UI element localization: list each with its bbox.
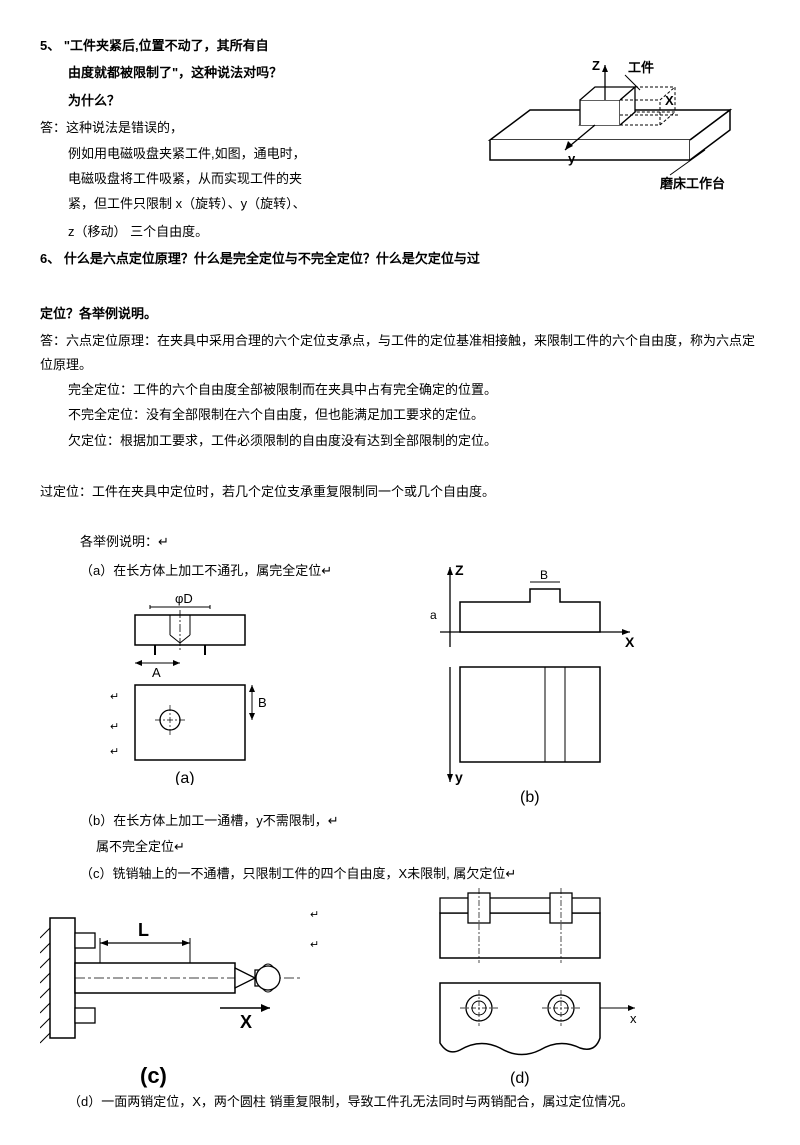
q6-number: 6、 — [40, 251, 60, 266]
fig-a-label: (a) — [175, 770, 195, 785]
q5-answer-line5: z（移动） 三个自由度。 — [40, 220, 760, 243]
q6-examples-header: 各举例说明：↵ — [40, 530, 760, 554]
fig-b-y: y — [455, 769, 463, 785]
q5-answer-line2: 例如用电磁吸盘夹紧工件,如图，通电时， — [40, 142, 460, 165]
q6-fig-row-ab: （a）在长方体上加工不通孔，属完全定位↵ φD A — [40, 557, 760, 807]
svg-text:↵: ↵ — [110, 721, 119, 733]
q5-answer-line1: 答：这种说法是错误的， — [40, 116, 460, 139]
q5-x-label: X — [665, 93, 674, 108]
fig-b-X: X — [625, 634, 635, 650]
q5-answer-line3: 电磁吸盘将工件吸紧，从而实现工件的夹 — [40, 167, 460, 190]
q5-figure: Z X y 工件 磨床工作台 — [460, 30, 760, 200]
svg-text:↵: ↵ — [110, 691, 119, 703]
q6-fig-d-svg: x (d) — [400, 888, 660, 1088]
fig-a-phiD: φD — [175, 591, 193, 606]
q5-part-label: 工件 — [628, 60, 654, 75]
q5-block: 5、 "工件夹紧后,位置不动了，其所有自 由度就都被限制了"，这种说法对吗？ 为… — [40, 30, 760, 218]
q6-answer-line5: 过定位：工件在夹具中定位时，若几个定位支承重复限制同一个或几个自由度。 — [40, 480, 760, 503]
fig-a-A: A — [152, 665, 161, 680]
q6-fig-a-col: （a）在长方体上加工不通孔，属完全定位↵ φD A — [40, 557, 400, 785]
q6-fig-b-svg: Z X B a y (b) — [400, 557, 660, 807]
q6-answer-line4: 欠定位：根据加工要求，工件必须限制的自由度没有达到全部限制的定位。 — [40, 429, 760, 452]
q6-fig-row-cd: L X ↵ ↵ (c) — [40, 888, 760, 1088]
svg-text:↵: ↵ — [310, 939, 319, 951]
q6-fig-d-col: x (d) — [400, 888, 760, 1088]
fig-b-Z: Z — [455, 562, 464, 578]
q5-svg: Z X y 工件 磨床工作台 — [460, 30, 760, 200]
q6-answer-line2: 完全定位：工件的六个自由度全部被限制而在夹具中占有完全确定的位置。 — [40, 378, 760, 401]
fig-d-x: x — [630, 1011, 637, 1026]
svg-text:↵: ↵ — [110, 746, 119, 758]
q5-y-label: y — [568, 151, 576, 166]
q5-title-line2: 由度就都被限制了"，这种说法对吗？ — [40, 61, 460, 84]
q5-number: 5、 — [40, 38, 60, 53]
q5-title-line1: 5、 "工件夹紧后,位置不动了，其所有自 — [40, 34, 460, 57]
svg-text:a: a — [430, 608, 437, 622]
q5-table-label: 磨床工作台 — [660, 176, 725, 191]
q5-z-label: Z — [592, 58, 600, 73]
q6-title-line2: 定位？各举例说明。 — [40, 302, 760, 325]
q6-ex-b2: 属不完全定位↵ — [40, 835, 760, 859]
fig-c-label: (c) — [140, 1063, 167, 1088]
q6-fig-a-svg: φD A B — [80, 585, 310, 785]
fig-a-B: B — [258, 695, 267, 710]
q6-ex-a: （a）在长方体上加工不通孔，属完全定位↵ — [40, 559, 400, 583]
svg-text:↵: ↵ — [310, 909, 319, 921]
fig-c-L: L — [138, 920, 149, 940]
q6-fig-b-col: Z X B a y (b) — [400, 557, 760, 807]
q5-text: 5、 "工件夹紧后,位置不动了，其所有自 由度就都被限制了"，这种说法对吗？ 为… — [40, 30, 460, 218]
q6-ex-b: （b）在长方体上加工一通槽，y不需限制，↵ — [40, 809, 760, 833]
q5-answer-line4: 紧，但工件只限制 x（旋转）、y（旋转）、 — [40, 192, 460, 215]
q6-fig-c-col: L X ↵ ↵ (c) — [40, 888, 400, 1088]
q6-title-line1: 6、 什么是六点定位原理？什么是完全定位与不完全定位？什么是欠定位与过 — [40, 247, 760, 270]
fig-c-X: X — [240, 1012, 252, 1032]
q6-ex-d: （d）一面两销定位，X，两个圆柱 销重复限制，导致工件孔无法同时与两销配合，属过… — [40, 1090, 760, 1113]
q6-answer-line3: 不完全定位：没有全部限制在六个自由度，但也能满足加工要求的定位。 — [40, 403, 760, 426]
q6-ex-c: （c）铣销轴上的一不通槽，只限制工件的四个自由度，X未限制, 属欠定位↵ — [40, 862, 760, 886]
fig-d-label: (d) — [510, 1070, 530, 1087]
q6-fig-c-svg: L X ↵ ↵ (c) — [40, 888, 340, 1088]
svg-text:B: B — [540, 568, 548, 582]
fig-b-label: (b) — [520, 789, 540, 806]
q6-answer-line1: 答：六点定位原理：在夹具中采用合理的六个定位支承点，与工件的定位基准相接触，来限… — [40, 329, 760, 376]
q5-title-line3: 为什么？ — [40, 89, 460, 112]
